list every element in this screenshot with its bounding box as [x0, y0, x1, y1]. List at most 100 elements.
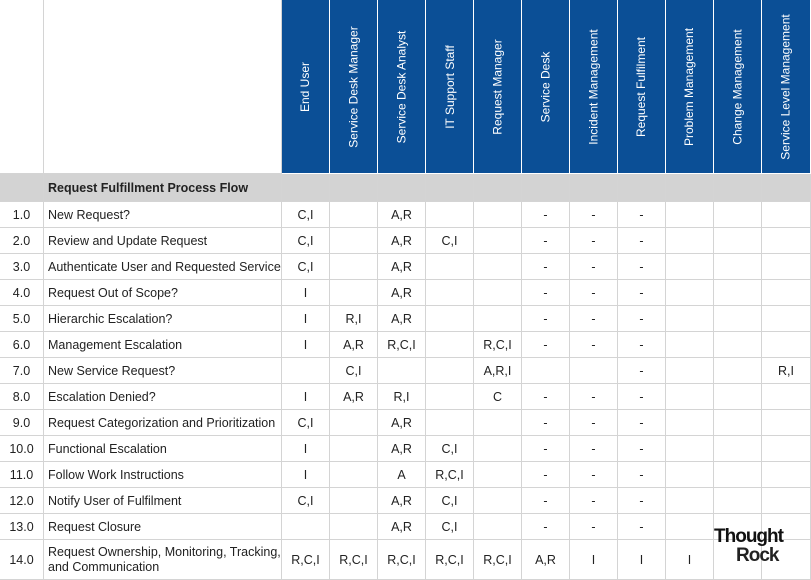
activity: Escalation Denied? — [44, 384, 282, 410]
raci-cell — [330, 462, 378, 488]
raci-cell — [714, 332, 762, 358]
raci-cell — [714, 280, 762, 306]
raci-cell: - — [618, 228, 666, 254]
raci-cell: C,I — [282, 254, 330, 280]
row-number: 9.0 — [0, 410, 44, 436]
raci-cell: - — [522, 514, 570, 540]
column-header-text: Service Desk Analyst — [394, 30, 409, 143]
raci-cell — [762, 228, 811, 254]
section-cell — [330, 174, 378, 202]
section-cell — [666, 174, 714, 202]
raci-cell: I — [282, 332, 330, 358]
column-header: IT Support Staff — [426, 0, 474, 174]
logo-line: Rock — [736, 545, 779, 566]
raci-cell: I — [282, 384, 330, 410]
raci-cell: R,I — [762, 358, 811, 384]
raci-cell — [330, 202, 378, 228]
raci-cell: - — [522, 280, 570, 306]
raci-cell: C,I — [282, 202, 330, 228]
raci-cell: A,R — [330, 384, 378, 410]
column-header: End User — [282, 0, 330, 174]
raci-cell — [762, 306, 811, 332]
raci-cell: R,C,I — [330, 540, 378, 580]
raci-cell — [714, 228, 762, 254]
raci-cell — [426, 254, 474, 280]
raci-cell: - — [522, 488, 570, 514]
logo: Thought Rock — [714, 526, 784, 566]
column-header: Problem Management — [666, 0, 714, 174]
raci-cell: I — [282, 280, 330, 306]
column-header-text: Change Management — [730, 28, 745, 145]
raci-cell — [762, 488, 811, 514]
raci-cell — [762, 462, 811, 488]
raci-cell: R,C,I — [474, 540, 522, 580]
activity: Request Out of Scope? — [44, 280, 282, 306]
raci-cell — [666, 514, 714, 540]
raci-cell: - — [570, 488, 618, 514]
raci-cell — [666, 202, 714, 228]
raci-cell — [666, 332, 714, 358]
section-title: Request Fulfillment Process Flow — [44, 174, 282, 202]
header-cell — [44, 0, 282, 174]
raci-cell: R,I — [330, 306, 378, 332]
section-cell — [378, 174, 426, 202]
activity: Request Categorization and Prioritizatio… — [44, 410, 282, 436]
column-header-text: Service Desk Manager — [346, 25, 361, 148]
raci-cell: - — [618, 462, 666, 488]
raci-cell — [714, 514, 762, 540]
raci-cell — [426, 306, 474, 332]
column-header: Service Desk Manager — [330, 0, 378, 174]
raci-cell — [474, 254, 522, 280]
row-number: 1.0 — [0, 202, 44, 228]
section-cell — [762, 174, 811, 202]
raci-cell: A,R — [378, 254, 426, 280]
raci-cell — [666, 228, 714, 254]
row-number: 2.0 — [0, 228, 44, 254]
raci-cell: I — [282, 462, 330, 488]
raci-cell: - — [618, 306, 666, 332]
raci-cell: C,I — [426, 514, 474, 540]
column-header-text: End User — [298, 61, 313, 112]
column-header-text: Incident Management — [586, 28, 601, 145]
raci-cell: - — [522, 228, 570, 254]
raci-cell: - — [522, 202, 570, 228]
raci-cell: - — [522, 436, 570, 462]
raci-cell — [330, 436, 378, 462]
column-header-text: IT Support Staff — [442, 44, 457, 129]
raci-cell — [330, 280, 378, 306]
raci-cell — [474, 462, 522, 488]
activity: Review and Update Request — [44, 228, 282, 254]
raci-cell: - — [618, 514, 666, 540]
raci-cell — [666, 436, 714, 462]
raci-cell: R,C,I — [378, 332, 426, 358]
raci-cell — [426, 332, 474, 358]
column-header: Request Manager — [474, 0, 522, 174]
raci-cell — [474, 410, 522, 436]
raci-cell: A,R — [378, 306, 426, 332]
raci-cell: - — [570, 462, 618, 488]
raci-cell: A,R,I — [474, 358, 522, 384]
raci-cell — [570, 358, 618, 384]
column-header: Service Desk Analyst — [378, 0, 426, 174]
raci-cell: I — [618, 540, 666, 580]
logo-line: Thought — [714, 526, 784, 547]
activity: Authenticate User and Requested Service — [44, 254, 282, 280]
raci-cell: A,R — [330, 332, 378, 358]
raci-cell: C,I — [282, 488, 330, 514]
raci-cell: I — [666, 540, 714, 580]
raci-cell: R,C,I — [378, 540, 426, 580]
activity: Notify User of Fulfilment — [44, 488, 282, 514]
raci-cell: - — [522, 462, 570, 488]
activity: New Service Request? — [44, 358, 282, 384]
column-header: Service Desk — [522, 0, 570, 174]
raci-cell — [330, 514, 378, 540]
raci-cell — [474, 280, 522, 306]
raci-cell: - — [618, 410, 666, 436]
raci-cell — [330, 228, 378, 254]
column-header-text: Request Manager — [490, 38, 505, 135]
raci-cell — [666, 488, 714, 514]
raci-cell — [762, 280, 811, 306]
row-number: 4.0 — [0, 280, 44, 306]
raci-cell: A,R — [522, 540, 570, 580]
